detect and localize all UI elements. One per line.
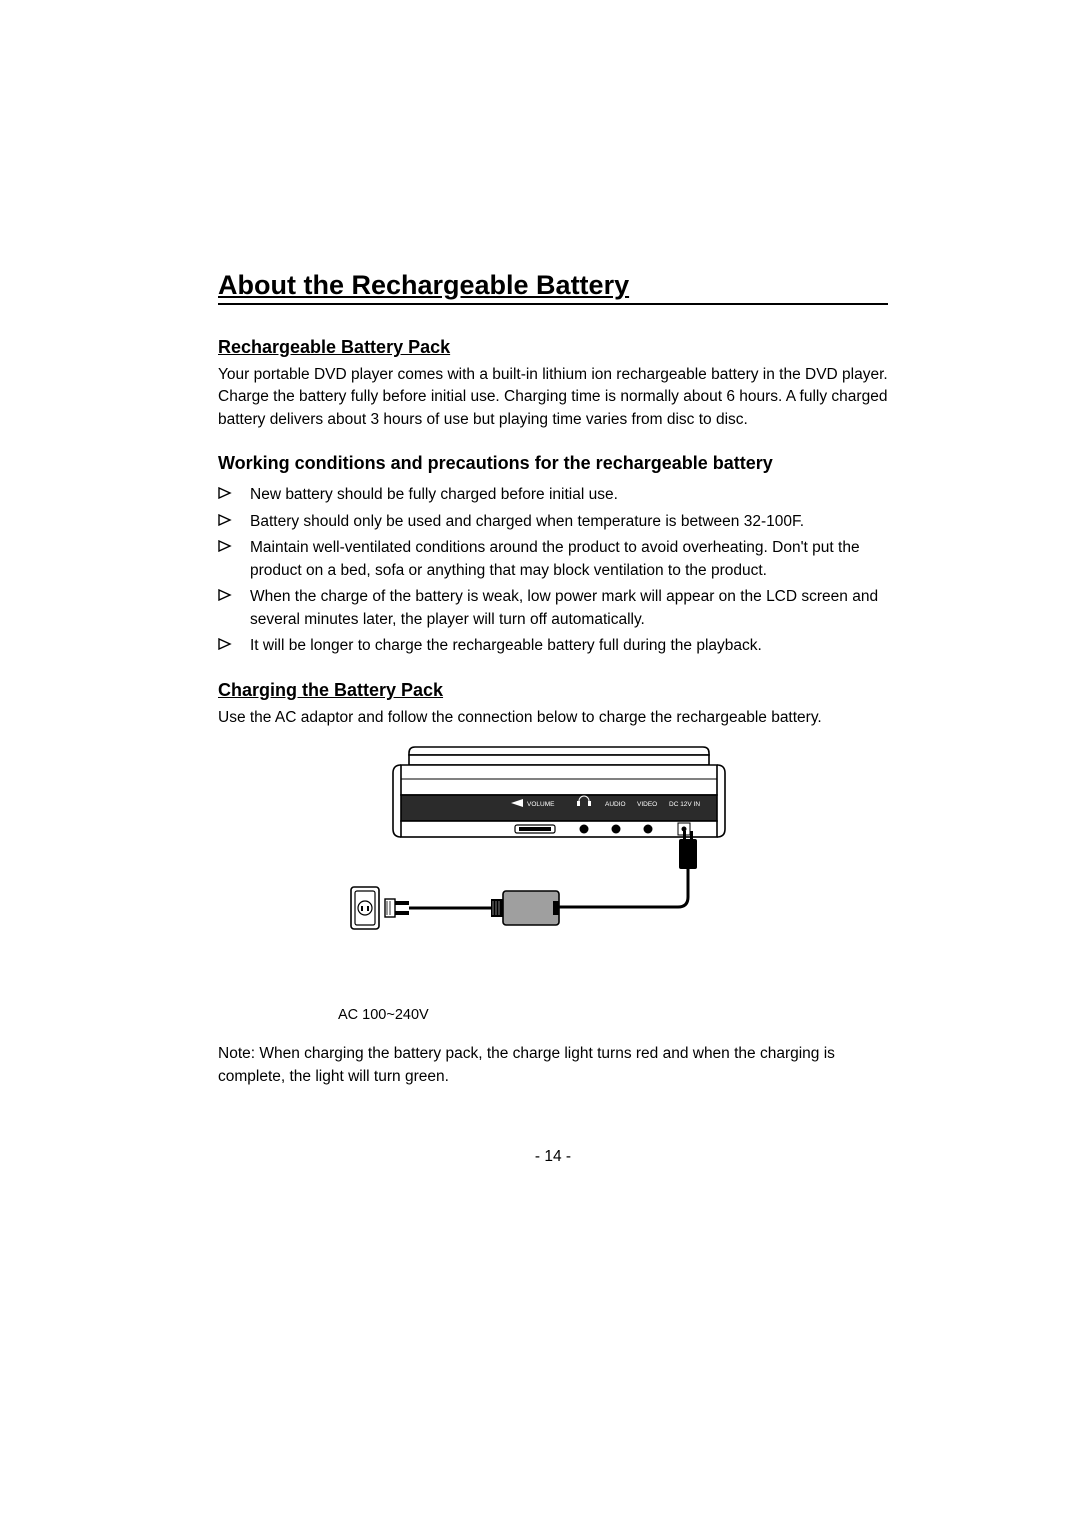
bullet-icon bbox=[218, 484, 250, 505]
list-item-text: It will be longer to charge the recharge… bbox=[250, 635, 888, 657]
label-video: VIDEO bbox=[637, 801, 657, 808]
bullet-icon bbox=[218, 537, 250, 558]
list-item: New battery should be fully charged befo… bbox=[218, 484, 888, 506]
list-item-text: When the charge of the battery is weak, … bbox=[250, 586, 888, 631]
section-heading-battery-pack: Rechargeable Battery Pack bbox=[218, 337, 888, 358]
section-body-charging: Use the AC adaptor and follow the connec… bbox=[218, 707, 888, 729]
list-item-text: Maintain well-ventilated conditions arou… bbox=[250, 537, 888, 582]
label-dc: DC 12V IN bbox=[669, 801, 700, 808]
charging-diagram: VOLUME AUDIO VIDEO DC 12V IN bbox=[218, 739, 888, 999]
precautions-list: New battery should be fully charged befo… bbox=[218, 484, 888, 657]
list-item: It will be longer to charge the recharge… bbox=[218, 635, 888, 657]
page-number: - 14 - bbox=[218, 1148, 888, 1166]
bullet-icon bbox=[218, 586, 250, 607]
section-heading-precautions: Working conditions and precautions for t… bbox=[218, 453, 888, 474]
list-item: Maintain well-ventilated conditions arou… bbox=[218, 537, 888, 582]
bullet-icon bbox=[218, 511, 250, 532]
list-item: Battery should only be used and charged … bbox=[218, 511, 888, 533]
diagram-caption: AC 100~240V bbox=[338, 1007, 429, 1023]
bullet-icon bbox=[218, 635, 250, 656]
label-audio: AUDIO bbox=[605, 801, 626, 808]
section-body-battery-pack: Your portable DVD player comes with a bu… bbox=[218, 364, 888, 431]
label-volume: VOLUME bbox=[527, 801, 555, 808]
list-item-text: New battery should be fully charged befo… bbox=[250, 484, 888, 506]
manual-page: About the Rechargeable Battery Rechargea… bbox=[218, 270, 888, 1166]
charging-note: Note: When charging the battery pack, th… bbox=[218, 1043, 888, 1088]
page-title: About the Rechargeable Battery bbox=[218, 270, 888, 305]
list-item-text: Battery should only be used and charged … bbox=[250, 511, 888, 533]
list-item: When the charge of the battery is weak, … bbox=[218, 586, 888, 631]
section-heading-charging: Charging the Battery Pack bbox=[218, 680, 888, 701]
